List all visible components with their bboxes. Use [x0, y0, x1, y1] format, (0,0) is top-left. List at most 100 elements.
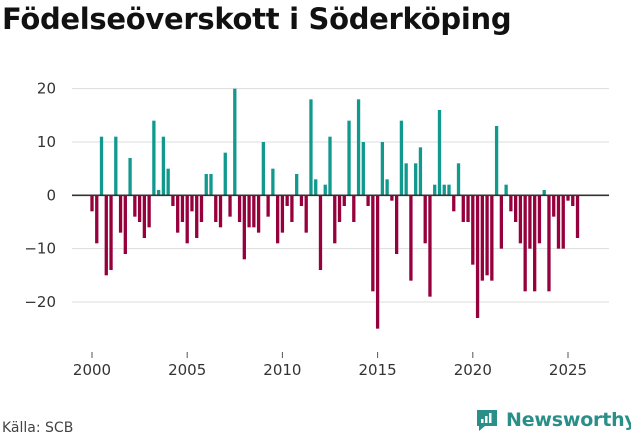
bar: [99, 136, 104, 196]
bar: [409, 195, 413, 281]
y-tick-label: 10: [37, 133, 56, 151]
y-axis-ticks: −20 −10 0 10 20: [24, 80, 56, 311]
x-tick-label: 2000: [73, 361, 111, 379]
bar: [171, 195, 175, 206]
bar: [461, 195, 465, 222]
bar: [309, 99, 313, 196]
bar: [494, 126, 499, 196]
bar: [118, 195, 123, 233]
x-axis-ticks: 2000 2005 2010 2015 2020 2025: [73, 352, 587, 379]
bar: [528, 195, 532, 249]
bar: [499, 195, 504, 249]
bar: [109, 195, 113, 270]
bar: [537, 195, 542, 244]
bar: [180, 195, 185, 222]
bar: [199, 195, 204, 222]
bar: [318, 195, 323, 270]
bar: [452, 195, 456, 212]
bar: [237, 195, 242, 222]
bar: [290, 195, 294, 222]
bar: [133, 195, 137, 217]
bar: [475, 195, 480, 318]
bar: [95, 195, 99, 244]
y-tick-label: −20: [24, 293, 56, 311]
bar: [428, 195, 432, 297]
bar: [471, 195, 475, 265]
bar: [299, 195, 304, 206]
x-tick-label: 2020: [454, 361, 492, 379]
bar: [323, 184, 327, 196]
bar: [561, 195, 565, 249]
bar: [314, 179, 318, 196]
bar: [252, 195, 256, 228]
bar: [204, 174, 208, 196]
bar: [390, 195, 394, 201]
y-tick-label: 0: [46, 186, 56, 204]
bar: [218, 195, 223, 228]
bar: [275, 195, 280, 244]
bar: [214, 195, 218, 222]
bar: [552, 195, 556, 217]
bar: [414, 163, 418, 196]
bar: [156, 190, 161, 196]
bar: [556, 195, 561, 249]
bar: [361, 142, 365, 196]
bar: [185, 195, 189, 244]
x-tick-label: 2025: [549, 361, 587, 379]
bar: [566, 195, 570, 201]
bar: [533, 195, 537, 292]
bar: [575, 195, 580, 238]
bar: [209, 174, 213, 196]
bar: [418, 147, 423, 196]
bar: [456, 163, 461, 196]
bar: [128, 158, 132, 196]
bar: [247, 195, 251, 228]
bar: [399, 120, 404, 196]
bar: [285, 195, 289, 206]
bar: [195, 195, 199, 238]
brand-name: Newsworthy: [506, 409, 631, 431]
newsworthy-logo-icon: [474, 407, 500, 433]
bar: [295, 174, 299, 196]
bar: [280, 195, 285, 233]
bar: [375, 195, 380, 329]
bar: [190, 195, 194, 212]
bar: [161, 136, 166, 196]
bar: [518, 195, 523, 244]
bar: [242, 195, 246, 260]
y-tick-label: −10: [24, 240, 56, 258]
bar: [152, 120, 156, 196]
bar: [371, 195, 375, 292]
bar: [437, 110, 442, 196]
bar: [542, 190, 546, 196]
bar: [442, 184, 446, 196]
bar: [266, 195, 270, 217]
chart-title: Födelseöverskott i Söderköping: [2, 2, 512, 36]
bar: [356, 99, 361, 196]
bar: [347, 120, 351, 196]
bar: [547, 195, 551, 292]
bar: [256, 195, 261, 233]
bar: [504, 184, 508, 196]
x-tick-label: 2010: [263, 361, 301, 379]
bar: [223, 152, 227, 196]
bar: [123, 195, 127, 254]
bar: [328, 136, 332, 196]
bar: [423, 195, 427, 244]
bar: [271, 168, 275, 196]
bar: [137, 195, 142, 222]
bar: [261, 142, 266, 196]
bar: [166, 168, 170, 196]
bar: [233, 88, 237, 196]
bar: [490, 195, 494, 281]
y-tick-label: 20: [37, 80, 56, 98]
bar: [466, 195, 470, 222]
bar: [433, 184, 437, 196]
bar: [342, 195, 346, 206]
bar: [176, 195, 180, 233]
bar: [104, 195, 108, 276]
bar: [333, 195, 337, 244]
bar: [90, 195, 94, 212]
bar-chart: −20 −10 0 10 20 2000 2005 2010 2015 2020 2025: [24, 80, 609, 379]
gridlines: [72, 88, 609, 303]
